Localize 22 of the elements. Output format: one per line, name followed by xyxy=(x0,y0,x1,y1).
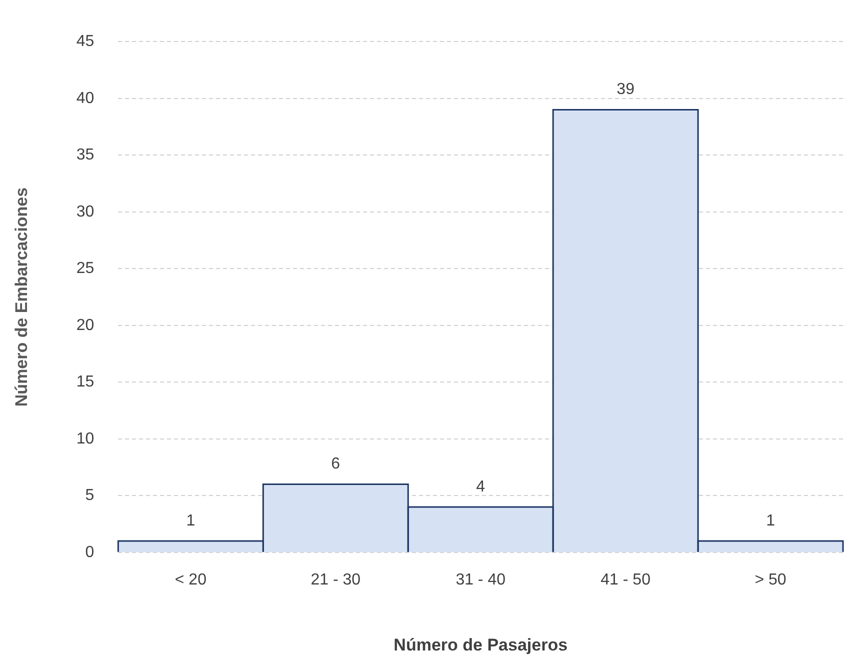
y-tick-label: 30 xyxy=(76,203,94,220)
data-label: 6 xyxy=(331,456,340,473)
y-tick-label: 40 xyxy=(76,90,94,107)
x-tick-label: 31 - 40 xyxy=(456,571,506,588)
y-tick-label: 35 xyxy=(76,146,94,164)
y-tick-label: 25 xyxy=(76,260,94,278)
data-label: 1 xyxy=(186,512,196,530)
y-tick-label: 5 xyxy=(85,487,94,504)
x-tick-label: 21 - 30 xyxy=(310,571,361,588)
x-axis-title: Número de Pasajeros xyxy=(394,635,568,654)
data-label: 1 xyxy=(766,512,776,530)
x-tick-label: > 50 xyxy=(754,571,786,588)
y-tick-label: 0 xyxy=(85,544,94,561)
y-tick-label: 45 xyxy=(76,33,94,50)
data-label: 39 xyxy=(616,81,635,98)
x-tick-label: < 20 xyxy=(174,571,207,588)
y-axis-title: Número de Embarcaciones xyxy=(12,187,31,407)
y-tick-label: 20 xyxy=(76,316,94,334)
y-tick-label: 15 xyxy=(76,374,94,391)
data-label: 4 xyxy=(476,478,486,496)
x-tick-label: 41 - 50 xyxy=(600,571,651,588)
y-tick-label: 10 xyxy=(76,430,94,448)
